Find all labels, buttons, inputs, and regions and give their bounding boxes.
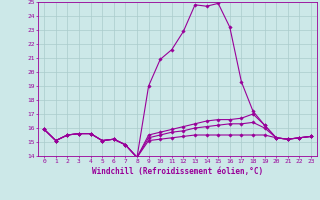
X-axis label: Windchill (Refroidissement éolien,°C): Windchill (Refroidissement éolien,°C) bbox=[92, 167, 263, 176]
